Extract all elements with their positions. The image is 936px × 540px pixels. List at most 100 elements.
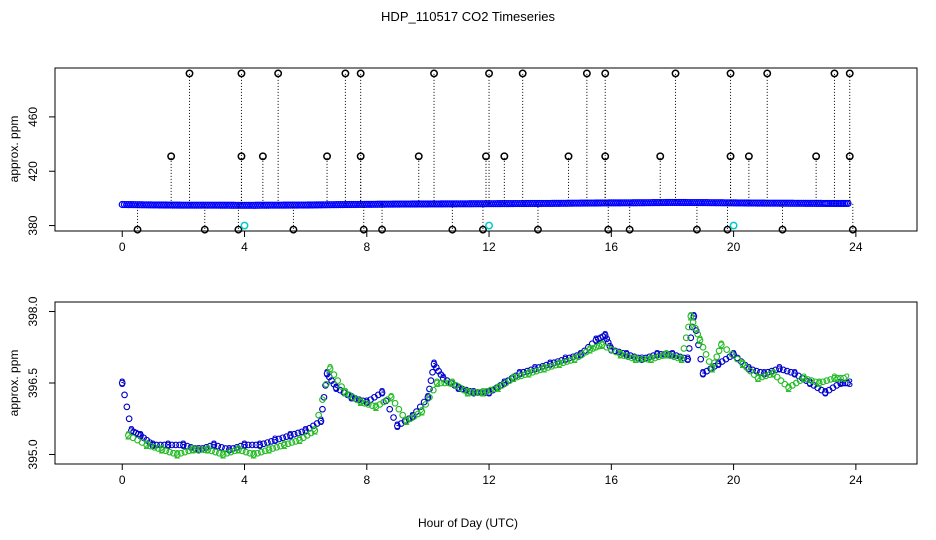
series-3-marker: 3	[287, 428, 294, 442]
series-2-marker: 2	[204, 443, 211, 457]
series-3-point	[287, 432, 294, 439]
series-2-point	[723, 346, 731, 353]
series-2-point	[544, 364, 552, 371]
flagged-point	[485, 221, 494, 230]
series-2-point	[250, 451, 258, 458]
high-spike-point	[830, 69, 839, 78]
series-2-point	[204, 446, 212, 454]
series-3-point	[118, 379, 126, 387]
series-2-marker: 2	[632, 352, 639, 366]
series-2-point	[548, 362, 556, 370]
series-2-point	[368, 402, 376, 409]
series-2-point	[694, 330, 702, 338]
series-2-marker: 2	[617, 347, 624, 361]
series-3-point	[290, 430, 298, 438]
series-2-marker: 2	[296, 433, 303, 447]
series-3-point	[279, 434, 287, 442]
series-3-point	[168, 441, 176, 449]
series-2-marker: 2	[220, 447, 227, 461]
series-2-point	[269, 445, 277, 452]
series-3-point	[426, 385, 433, 393]
series-3-marker: 3	[577, 347, 584, 361]
series-2-point	[659, 352, 666, 359]
series-2-point	[361, 399, 368, 407]
series-2-point	[445, 379, 452, 387]
series-2-marker: 2	[418, 405, 425, 419]
series-2-point	[277, 442, 284, 450]
series-3-marker: 3	[241, 438, 248, 452]
bottom-x-tick-label: 12	[482, 473, 496, 487]
high-spike-point	[430, 69, 438, 78]
low-spike-point	[289, 225, 298, 234]
series-2-point	[475, 389, 483, 396]
series-2-point	[632, 355, 640, 363]
series-2-marker: 2	[250, 447, 257, 461]
series-3-marker: 3	[211, 438, 218, 452]
series-3-point	[685, 345, 693, 352]
series-3-point	[275, 435, 283, 443]
series-3-point	[837, 379, 844, 387]
series-2-point	[273, 443, 280, 451]
series-2-point	[227, 448, 235, 456]
series-2-point	[670, 353, 678, 361]
series-3-marker: 3	[165, 438, 172, 452]
series-2-point	[715, 347, 723, 355]
top-x-tick-label: 24	[849, 240, 863, 254]
series-3-marker: 3	[180, 438, 187, 452]
series-2-point	[743, 364, 750, 371]
series-2-point	[173, 451, 181, 458]
series-3-marker: 3	[431, 357, 438, 371]
series-2-marker: 2	[770, 366, 777, 380]
series-2-point	[711, 359, 718, 367]
low-spike-point	[234, 225, 243, 234]
top-x-tick-label: 8	[363, 240, 370, 254]
series-2-point	[487, 386, 494, 394]
series-2-point	[680, 345, 688, 352]
low-spike-point	[478, 225, 487, 234]
series-3-marker: 3	[272, 433, 279, 447]
series-2-point	[777, 377, 785, 384]
series-2-point	[666, 352, 674, 359]
series-2-point	[513, 373, 521, 381]
series-3-point	[783, 367, 791, 375]
series-2-point	[429, 386, 437, 394]
series-2-point	[536, 366, 544, 374]
series-3-marker: 3	[409, 409, 416, 423]
series-3-marker: 3	[128, 424, 135, 438]
series-2-point	[678, 355, 685, 363]
bottom-x-tick-label: 24	[849, 473, 863, 487]
high-spike-point	[518, 69, 527, 78]
series-2-point	[215, 449, 223, 457]
series-2-marker: 2	[143, 438, 150, 452]
series-2-point	[589, 345, 597, 352]
series-2-point	[284, 440, 292, 448]
series-2-point	[655, 353, 663, 361]
series-2-point	[595, 342, 603, 350]
series-2-point	[288, 439, 296, 446]
low-spike-point	[133, 225, 142, 234]
series-2-point	[662, 351, 670, 358]
top-baseline-series	[118, 198, 852, 209]
series-3-point	[164, 441, 172, 449]
series-2-point	[238, 447, 246, 455]
series-2-marker: 2	[801, 371, 808, 385]
series-2-marker: 2	[235, 443, 242, 457]
series-3-marker: 3	[822, 386, 829, 400]
series-2-point	[739, 360, 747, 368]
series-2-marker: 2	[125, 428, 132, 442]
series-2-marker: 2	[434, 376, 441, 390]
series-2-point	[620, 352, 628, 359]
series-3-point	[294, 429, 302, 437]
series-2-point	[334, 377, 342, 384]
series-3-marker: 3	[324, 366, 331, 380]
series-2-point	[422, 401, 429, 408]
series-3-marker: 3	[776, 362, 783, 376]
series-3-marker: 3	[730, 347, 737, 361]
series-2-point	[254, 449, 261, 457]
series-2-point	[150, 443, 158, 451]
series-2-point	[315, 411, 322, 419]
series-3-marker: 3	[715, 357, 722, 371]
series-2-point	[468, 389, 475, 396]
series-2-point	[433, 379, 441, 387]
series-2-point	[773, 373, 781, 381]
